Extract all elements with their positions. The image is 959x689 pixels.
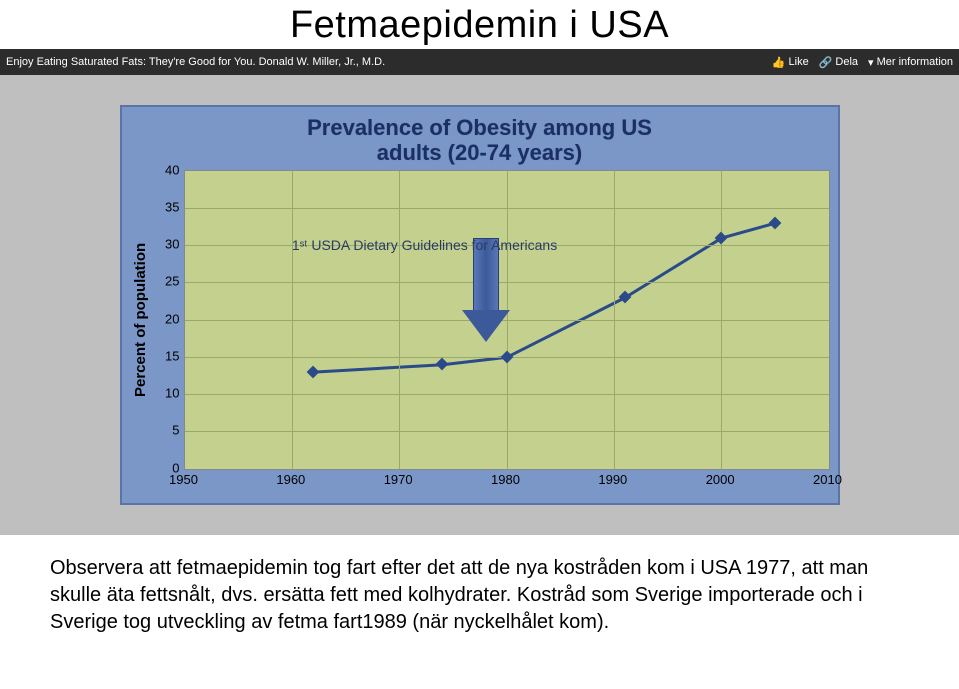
y-tick-label: 5: [172, 423, 179, 438]
chart-title-line1: Prevalence of Obesity among US: [307, 115, 652, 140]
data-point: [500, 350, 513, 363]
share-icon: 🔗: [819, 56, 833, 69]
more-button[interactable]: ▾Mer information: [868, 56, 953, 69]
video-title-bar: Enjoy Eating Saturated Fats: They're Goo…: [0, 49, 959, 75]
share-label: Dela: [835, 56, 858, 68]
guideline-arrow: [485, 238, 486, 342]
like-label: Like: [789, 56, 809, 68]
y-tick-label: 30: [165, 237, 179, 252]
y-tick-label: 35: [165, 199, 179, 214]
gridline-vertical: [399, 171, 400, 469]
video-actions: 👍Like 🔗Dela ▾Mer information: [772, 56, 953, 69]
page-title: Fetmaepidemin i USA: [0, 0, 959, 49]
video-stage: Prevalence of Obesity among US adults (2…: [0, 75, 959, 535]
gridline-vertical: [721, 171, 722, 469]
share-button[interactable]: 🔗Dela: [819, 56, 858, 69]
y-tick-label: 20: [165, 311, 179, 326]
gridline-vertical: [614, 171, 615, 469]
x-tick-label: 1990: [598, 472, 627, 487]
x-tick-label: 1950: [169, 472, 198, 487]
y-axis-label: Percent of population: [130, 170, 154, 470]
gridline-vertical: [292, 171, 293, 469]
x-tick-label: 1970: [384, 472, 413, 487]
thumb-up-icon: 👍: [772, 56, 786, 69]
x-tick-label: 2000: [706, 472, 735, 487]
plot-area: 1ˢᵗ USDA Dietary Guidelines for American…: [184, 170, 830, 470]
chart-frame: Prevalence of Obesity among US adults (2…: [120, 105, 840, 505]
data-point: [307, 365, 320, 378]
data-point: [768, 216, 781, 229]
data-point: [618, 291, 631, 304]
x-tick-label: 1960: [276, 472, 305, 487]
caption-text: Observera att fetmaepidemin tog fart eft…: [0, 535, 959, 646]
data-point: [715, 231, 728, 244]
y-tick-label: 15: [165, 348, 179, 363]
chevron-down-icon: ▾: [868, 56, 874, 69]
more-label: Mer information: [877, 56, 953, 68]
chart-title: Prevalence of Obesity among US adults (2…: [130, 115, 830, 166]
chart-title-line2: adults (20-74 years): [377, 140, 582, 165]
x-tick-label: 2010: [813, 472, 842, 487]
like-button[interactable]: 👍Like: [772, 56, 809, 69]
y-tick-label: 40: [165, 162, 179, 177]
gridline-vertical: [507, 171, 508, 469]
x-axis: 1950196019701980199020002010: [184, 470, 830, 492]
x-tick-label: 1980: [491, 472, 520, 487]
chart-annotation: 1ˢᵗ USDA Dietary Guidelines for American…: [292, 237, 557, 253]
data-point: [436, 358, 449, 371]
video-title: Enjoy Eating Saturated Fats: They're Goo…: [6, 56, 772, 68]
y-tick-label: 10: [165, 386, 179, 401]
y-axis: 0510152025303540: [154, 170, 184, 470]
y-tick-label: 25: [165, 274, 179, 289]
